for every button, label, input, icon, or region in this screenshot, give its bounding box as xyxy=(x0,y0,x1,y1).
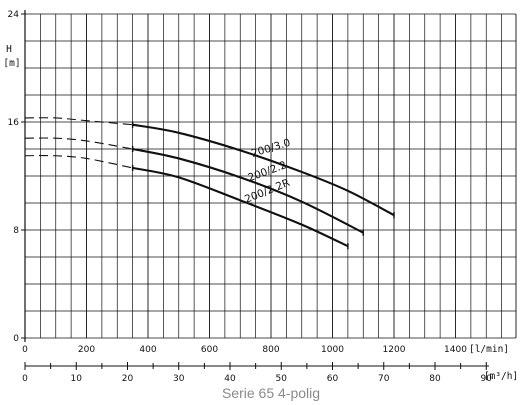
y-axis-unit: [m] xyxy=(3,58,20,69)
x-tick-label-m3h: 40 xyxy=(224,374,236,384)
x-tick-label-m3h: 90 xyxy=(481,374,493,384)
x-tick-label-lmin: 0 xyxy=(22,345,28,355)
y-axis-symbol: H xyxy=(6,44,12,55)
series-dashed-segment xyxy=(24,137,133,150)
x-tick-label-m3h: 30 xyxy=(173,374,185,384)
y-tick-label: 8 xyxy=(13,226,19,236)
series-curve xyxy=(24,155,349,250)
x-axis-unit-lmin: [l/min] xyxy=(469,344,509,355)
chart-grid xyxy=(24,13,517,339)
x-tick-label-lmin: 1000 xyxy=(321,345,344,355)
x-tick-label-m3h: 50 xyxy=(276,374,288,384)
x-tick-label-m3h: 10 xyxy=(71,374,83,384)
x-tick-label-m3h: 0 xyxy=(22,374,28,384)
series-dashed-segment xyxy=(24,117,133,126)
x-tick-label-m3h: 70 xyxy=(378,374,390,384)
series-dashed-segment xyxy=(24,155,133,169)
series-curve xyxy=(24,137,364,236)
x-tick-label-m3h: 20 xyxy=(122,374,134,384)
x-axis-unit-m3h: [m³/h] xyxy=(484,371,518,382)
chart-series xyxy=(24,117,395,250)
x-tick-label-lmin: 400 xyxy=(139,345,156,355)
y-tick-label: 0 xyxy=(13,334,19,344)
series-curve xyxy=(24,117,395,219)
x-tick-label-lmin: 800 xyxy=(262,345,279,355)
x-tick-label-lmin: 200 xyxy=(78,345,95,355)
x-tick-label-lmin: 1200 xyxy=(383,345,406,355)
series-solid-segment xyxy=(132,123,395,217)
x-tick-label-m3h: 80 xyxy=(429,374,441,384)
y-tick-label: 16 xyxy=(8,118,20,128)
chart-caption: Serie 65 4-polig xyxy=(222,385,320,401)
x-tick-label-lmin: 1400 xyxy=(444,345,467,355)
x-tick-label-lmin: 600 xyxy=(201,345,218,355)
x-tick-label-m3h: 60 xyxy=(327,374,339,384)
y-tick-label: 24 xyxy=(8,10,20,20)
series-solid-segment xyxy=(132,147,364,234)
series-solid-segment xyxy=(132,166,349,248)
